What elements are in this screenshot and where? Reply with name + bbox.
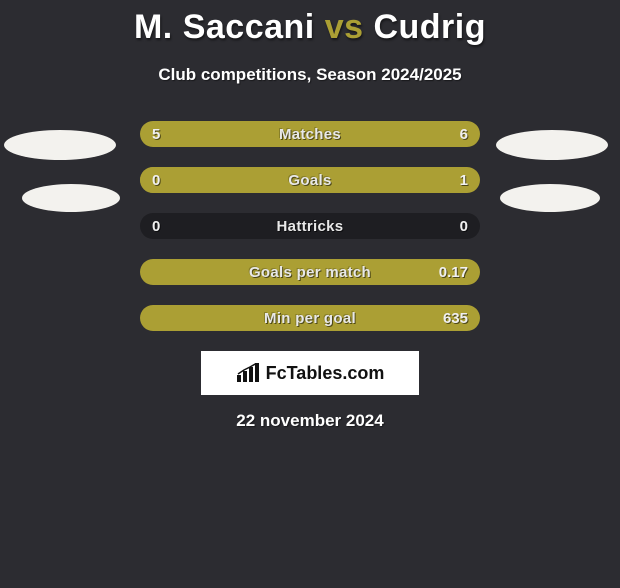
- stat-label: Matches: [140, 121, 480, 147]
- stat-label: Min per goal: [140, 305, 480, 331]
- vs-text: vs: [325, 8, 364, 46]
- stat-label: Hattricks: [140, 213, 480, 239]
- watermark-text: FcTables.com: [266, 363, 385, 384]
- stat-row: 635Min per goal: [140, 305, 480, 331]
- competition-subtitle: Club competitions, Season 2024/2025: [0, 65, 620, 85]
- decorative-ellipse: [22, 184, 120, 212]
- player1-name: M. Saccani: [134, 8, 315, 46]
- watermark: FcTables.com: [201, 351, 419, 395]
- decorative-ellipse: [4, 130, 116, 160]
- comparison-title: M. Saccani vs Cudrig: [0, 8, 620, 47]
- decorative-ellipse: [496, 130, 608, 160]
- chart-bars-icon: [236, 363, 262, 383]
- stat-label: Goals per match: [140, 259, 480, 285]
- player2-name: Cudrig: [373, 8, 486, 46]
- stat-label: Goals: [140, 167, 480, 193]
- decorative-ellipse: [500, 184, 600, 212]
- stat-row: 0.17Goals per match: [140, 259, 480, 285]
- stat-row: 56Matches: [140, 121, 480, 147]
- snapshot-date: 22 november 2024: [0, 411, 620, 431]
- stat-row: 01Goals: [140, 167, 480, 193]
- stat-row: 00Hattricks: [140, 213, 480, 239]
